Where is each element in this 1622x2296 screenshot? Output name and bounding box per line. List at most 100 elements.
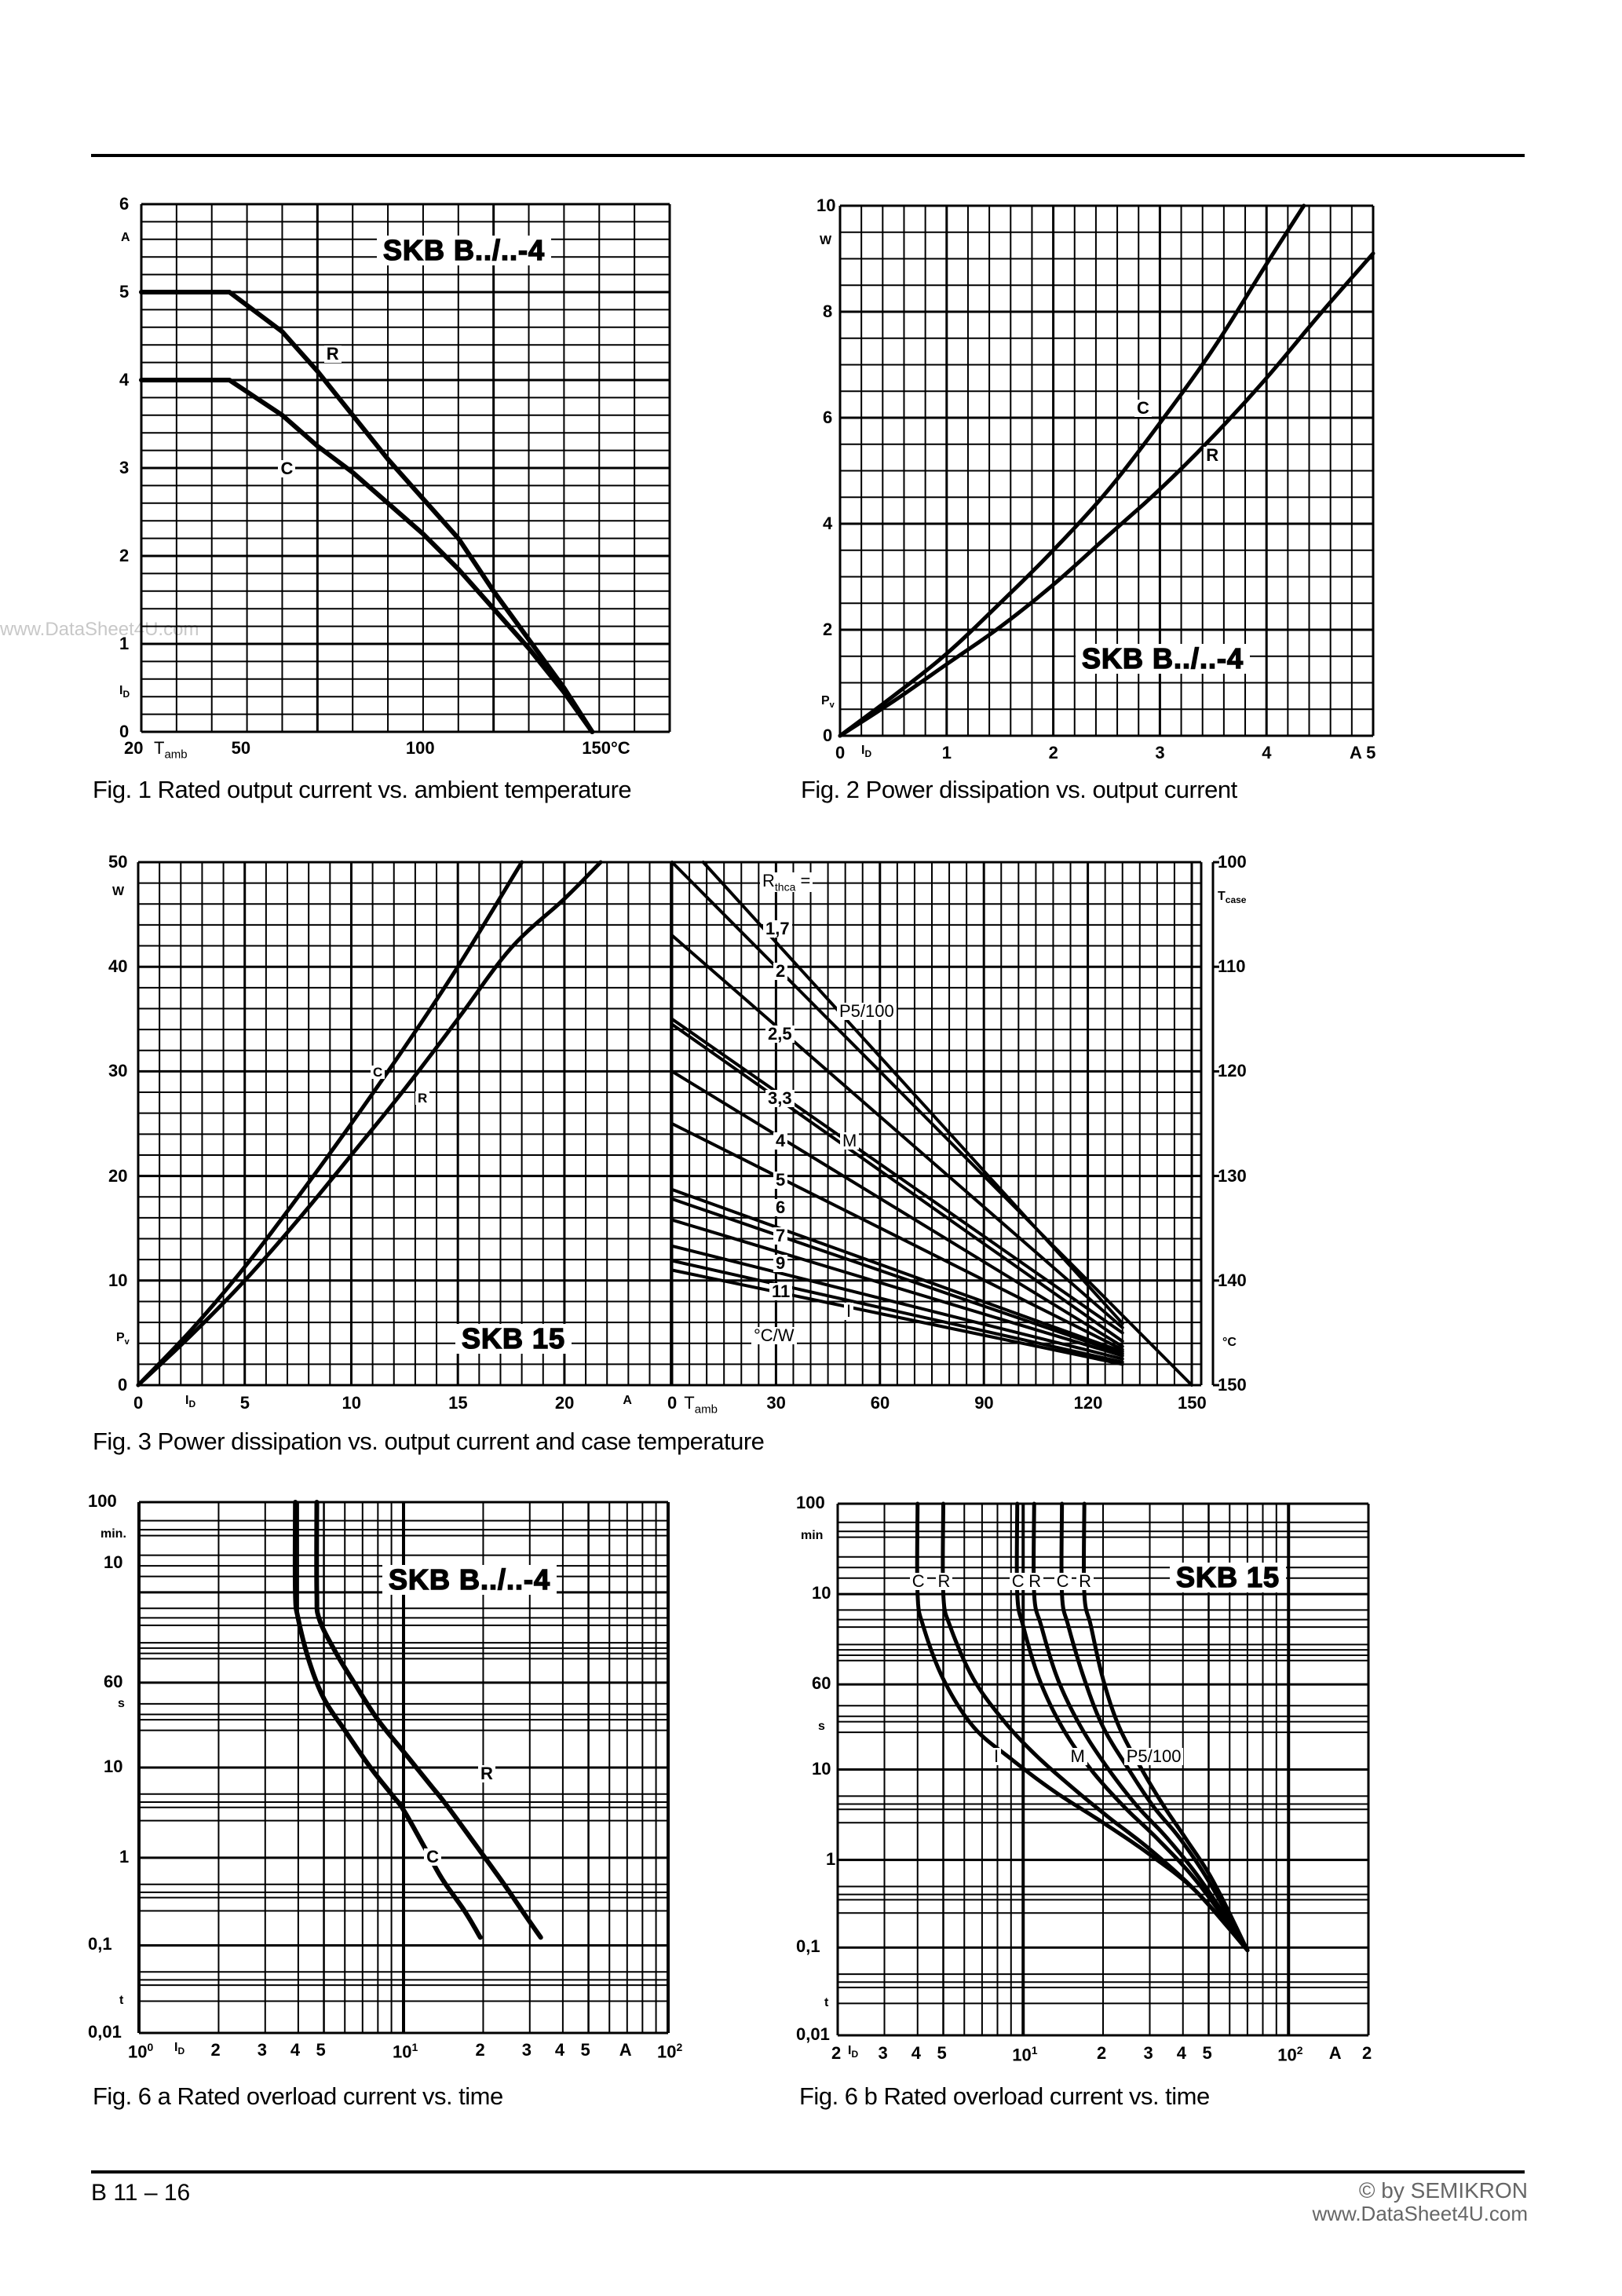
copyright-text: © by SEMIKRON bbox=[1358, 2178, 1528, 2203]
rthca-label: M bbox=[840, 1132, 860, 1150]
y-tick: 6 bbox=[823, 408, 833, 427]
watermark-url: www.DataSheet4U.com bbox=[1312, 2202, 1528, 2225]
rthca-label: P5/100 bbox=[837, 1003, 897, 1020]
rthca-label: 3,3 bbox=[765, 1090, 795, 1107]
x-tick: 3 bbox=[257, 2040, 268, 2060]
y2-tick: 120 bbox=[1218, 1061, 1247, 1081]
y-tick: 10 bbox=[812, 1583, 831, 1603]
y-tick: 60 bbox=[812, 1673, 831, 1694]
x-tick: 2 bbox=[210, 2040, 221, 2060]
curve-R bbox=[136, 860, 603, 1387]
x-tick: 0 bbox=[133, 1393, 144, 1413]
x-tick: 10 bbox=[342, 1393, 361, 1413]
y-tick: 40 bbox=[108, 956, 128, 977]
y-tick: 10 bbox=[108, 1270, 128, 1290]
curve-I-R bbox=[941, 1501, 1250, 1953]
rthca-line-P5/100 bbox=[670, 861, 1193, 1387]
y-unit-label: W bbox=[820, 234, 832, 248]
rthca-line-11 bbox=[670, 1259, 1124, 1364]
y-tick: 0,1 bbox=[88, 1934, 112, 1954]
rthca-line-7 bbox=[670, 1218, 1124, 1358]
page-number: B 11 – 16 bbox=[91, 2180, 191, 2206]
y-unit-s: s bbox=[118, 1696, 125, 1710]
y-tick: 10 bbox=[816, 196, 836, 215]
x-tick: 3 bbox=[1143, 2043, 1153, 2063]
rthca-label: I bbox=[844, 1303, 854, 1320]
badge-skb15: SKB 15 bbox=[1170, 1562, 1287, 1592]
rthca-line-5 bbox=[670, 1187, 1124, 1354]
x-tick: 3 bbox=[878, 2043, 888, 2063]
curve-label-R: R bbox=[935, 1573, 953, 1590]
x-tick: 0 bbox=[835, 743, 846, 762]
caption-fig3: Fig. 3 Power dissipation vs. output curr… bbox=[93, 1428, 765, 1455]
caption-fig6b: Fig. 6 b Rated overload current vs. time bbox=[799, 2082, 1210, 2110]
y-tick: 30 bbox=[108, 1061, 128, 1081]
y2-tick: 130 bbox=[1218, 1165, 1247, 1186]
x-tick: 101 bbox=[1012, 2044, 1038, 2065]
badge-skb-b4: SKB B../..-4 bbox=[382, 1564, 557, 1595]
x-tick: 1 bbox=[941, 743, 952, 762]
y-tick: 4 bbox=[823, 514, 833, 533]
y-tick: 10 bbox=[812, 1758, 831, 1779]
caption-fig2: Fig. 2 Power dissipation vs. output curr… bbox=[801, 776, 1237, 803]
y-tick: 2 bbox=[823, 620, 833, 639]
rthca-line-I bbox=[670, 1268, 1124, 1366]
y-tick: 0 bbox=[118, 1375, 128, 1395]
x-tick: A 5 bbox=[1350, 743, 1376, 762]
x-tick: 100 bbox=[405, 738, 435, 758]
x-tick: 4 bbox=[1176, 2043, 1186, 2063]
x-tick: 4 bbox=[554, 2040, 565, 2060]
y-tick: 1 bbox=[119, 1846, 130, 1866]
rthca-label: 9 bbox=[773, 1255, 788, 1272]
y2-axis-label: Tcase bbox=[1218, 890, 1247, 906]
x-axis-label: ID bbox=[174, 2041, 185, 2057]
curve-label-C: C bbox=[424, 1848, 442, 1866]
rthca-label: 5 bbox=[773, 1172, 788, 1189]
x-axis-label: ID bbox=[848, 2044, 859, 2060]
curve-label-C: C bbox=[909, 1573, 927, 1590]
y-tick: 100 bbox=[88, 1491, 117, 1511]
curve-label-R: R bbox=[478, 1764, 495, 1782]
caption-fig1: Fig. 1 Rated output current vs. ambient … bbox=[93, 776, 632, 803]
y-tick: 3 bbox=[119, 458, 130, 477]
y-tick: 10 bbox=[104, 1757, 123, 1776]
y2-tick: 140 bbox=[1218, 1270, 1247, 1290]
x-tick: 5 bbox=[239, 1393, 250, 1413]
x-tick: 101 bbox=[393, 2041, 418, 2062]
y-tick: 1 bbox=[826, 1848, 836, 1869]
rthca-line-2.5 bbox=[670, 1022, 1124, 1344]
y-axis-label: t bbox=[119, 1994, 124, 2008]
x-tick: 3 bbox=[1155, 743, 1165, 762]
rthca-line-6 bbox=[670, 1197, 1124, 1356]
x-tick: 102 bbox=[1277, 2044, 1303, 2065]
curve-P-C bbox=[1059, 1501, 1250, 1953]
curve-R bbox=[838, 251, 1375, 738]
x-tick: 2 bbox=[831, 2043, 842, 2063]
y-tick: 6 bbox=[119, 194, 130, 214]
x-tick: 50 bbox=[231, 738, 251, 758]
y-tick: 50 bbox=[108, 852, 128, 872]
curve-label-R: R bbox=[1204, 447, 1222, 465]
caption-fig6a: Fig. 6 a Rated overload current vs. time bbox=[93, 2082, 503, 2110]
y-axis-label: ID bbox=[119, 683, 130, 700]
x-tick: 60 bbox=[870, 1393, 890, 1413]
y-tick: 0,01 bbox=[88, 2022, 122, 2042]
x-tick: 5 bbox=[580, 2040, 590, 2060]
x-tick: 120 bbox=[1073, 1393, 1103, 1413]
y-unit-label: W bbox=[112, 884, 125, 898]
group-label-P5-100: P5/100 bbox=[1123, 1748, 1184, 1766]
y-tick: 8 bbox=[823, 302, 833, 321]
curve-R bbox=[314, 1500, 543, 1940]
x-axis-label: Tamb bbox=[154, 738, 188, 762]
y-tick: 20 bbox=[108, 1165, 128, 1186]
rthca-line-3.3 bbox=[670, 1069, 1124, 1348]
y-unit-s: s bbox=[818, 1720, 825, 1734]
y-tick: 0,01 bbox=[796, 2024, 830, 2044]
rthca-label: 2 bbox=[773, 963, 788, 980]
x-axis-label: ID bbox=[861, 744, 872, 760]
y2-tick: 100 bbox=[1218, 852, 1247, 872]
y-axis-label: Pv bbox=[116, 1331, 130, 1347]
